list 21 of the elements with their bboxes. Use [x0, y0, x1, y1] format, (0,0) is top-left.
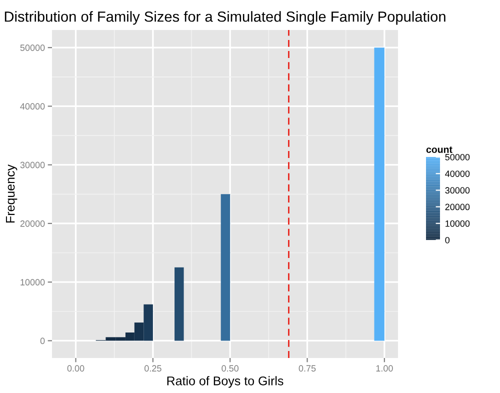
x-tick-label: 0.50 [222, 365, 239, 372]
color-bar-label: 0 [445, 236, 450, 244]
color-bar-label: 40000 [445, 170, 470, 177]
x-axis-title: Ratio of Boys to Girls [167, 376, 284, 388]
y-tick-label: 50000 [20, 44, 45, 51]
color-bar-title: count [426, 146, 452, 153]
y-axis-title: Frequency [6, 164, 18, 222]
color-bar-label: 10000 [446, 220, 470, 227]
x-tick-label: 0.00 [67, 365, 84, 372]
y-tick-label: 10000 [20, 279, 45, 286]
y-tick-label: 40000 [20, 103, 45, 110]
color-bar-label: 30000 [445, 187, 470, 194]
y-tick-label: 20000 [20, 220, 45, 227]
color-bar-label: 50000 [445, 154, 470, 160]
x-tick-label: 1.00 [376, 365, 393, 372]
y-tick-label: 30000 [20, 162, 45, 168]
chart-title: Distribution of Family Sizes for a Simulated Single Family Population [4, 11, 446, 25]
x-tick-label: 0.25 [144, 365, 162, 372]
y-tick-label: 0 [40, 338, 45, 344]
color-bar-label: 20000 [445, 204, 470, 210]
x-tick-label: 0.75 [298, 365, 316, 372]
